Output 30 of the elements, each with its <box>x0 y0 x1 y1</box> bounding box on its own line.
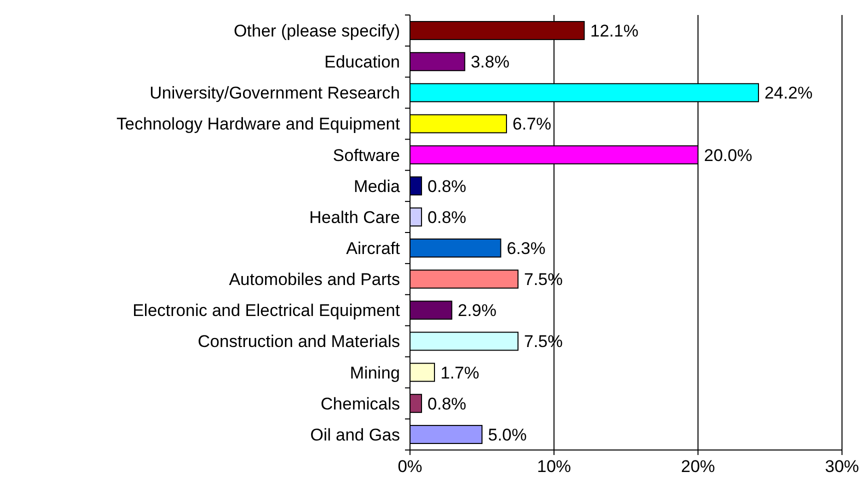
y-tick-label: Health Care <box>309 208 400 227</box>
x-tick-label: 10% <box>536 457 572 476</box>
y-tick-label: Aircraft <box>346 238 400 258</box>
data-label: 20.0% <box>704 146 752 165</box>
y-tick-label: University/Government Research <box>150 84 400 103</box>
data-label: 5.0% <box>488 425 527 444</box>
x-tick-label: 30% <box>824 457 860 476</box>
data-label: 6.7% <box>512 114 552 134</box>
x-tick-label: 0% <box>398 457 422 476</box>
x-tick-label: 20% <box>680 457 716 476</box>
y-tick-label: Chemicals <box>320 394 400 414</box>
data-label: 0.8% <box>428 394 466 414</box>
data-label: 12.1% <box>590 21 638 40</box>
y-tick-label: Oil and Gas <box>310 425 400 444</box>
data-label: 0.8% <box>428 176 466 196</box>
y-tick-label: Software <box>332 146 400 165</box>
data-label: 1.7% <box>440 363 480 382</box>
data-label: 6.3% <box>506 238 546 258</box>
data-label: 24.2% <box>764 84 813 103</box>
data-label: 3.8% <box>470 52 510 72</box>
y-tick-label: Automobiles and Parts <box>228 270 400 290</box>
y-tick-label: Mining <box>350 363 400 382</box>
y-tick-label: Electronic and Electrical Equipment <box>132 301 400 320</box>
y-tick-label: Other (please specify) <box>234 21 400 40</box>
y-tick-label: Media <box>354 176 401 196</box>
y-tick-label: Construction and Materials <box>198 332 400 352</box>
data-label: 2.9% <box>458 301 497 320</box>
y-tick-label: Technology Hardware and Equipment <box>116 114 400 134</box>
data-label: 0.8% <box>428 208 466 227</box>
y-tick-label: Education <box>324 52 400 72</box>
